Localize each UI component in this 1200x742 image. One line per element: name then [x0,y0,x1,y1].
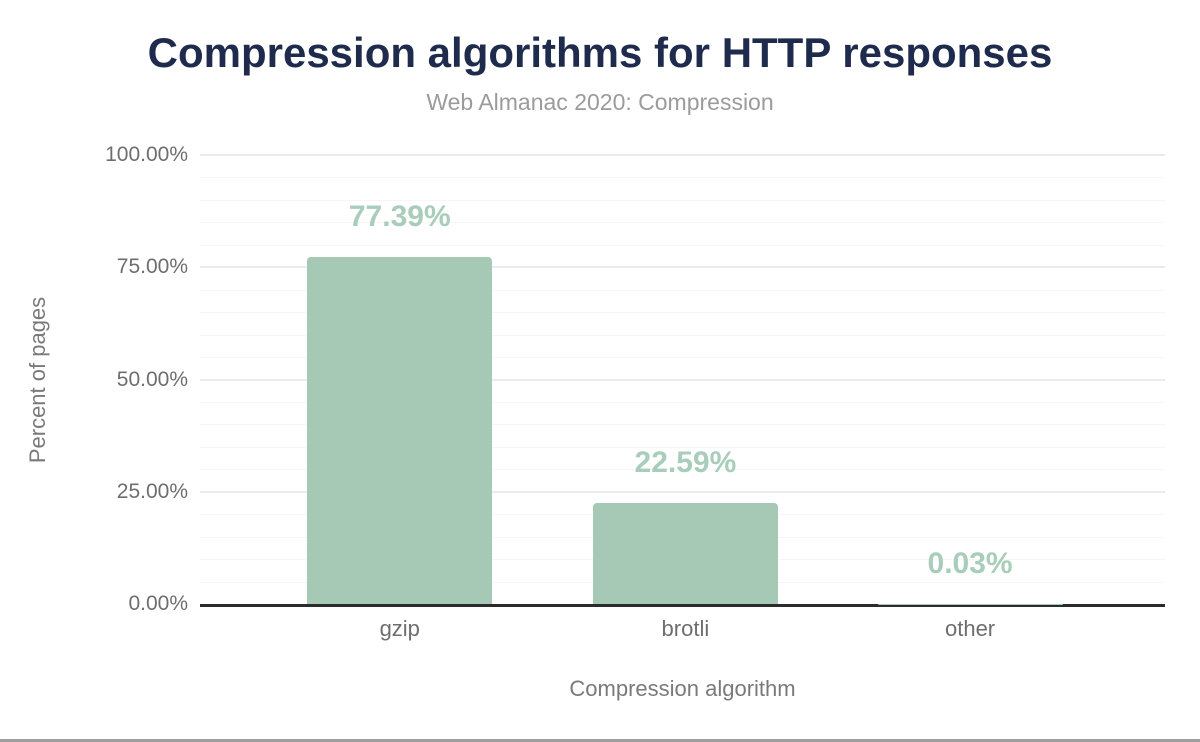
gridline-minor [200,446,1165,448]
gridline-minor [200,424,1165,426]
chart-subtitle: Web Almanac 2020: Compression [426,89,774,115]
bar-value-label: 0.03% [927,546,1013,580]
gridline-minor [200,357,1165,359]
bar-value-label: 77.39% [348,199,451,233]
y-tick-label: 75.00% [116,255,188,279]
gridline-minor [200,244,1165,246]
y-axis-title: Percent of pages [25,296,50,464]
gridline-minor [200,289,1165,291]
gridline-major [200,266,1165,269]
chart-title: Compression algorithms for HTTP response… [147,29,1053,76]
x-axis-title: Compression algorithm [569,676,796,701]
y-tick-label: 0.00% [128,592,188,615]
x-tick-label-brotli: brotli [661,616,710,641]
plot-area: 77.39% 22.59% 0.03% [200,154,1165,607]
gridline-minor [200,177,1165,179]
bar-value-label: 22.59% [634,445,737,479]
x-tick-label-gzip: gzip [379,616,420,641]
gridline-major [200,154,1165,156]
gridline-minor [200,199,1165,201]
gridline-minor [200,222,1165,224]
gridline-minor [200,401,1165,403]
y-tick-label: 50.00% [116,367,188,391]
bar-gzip[interactable] [307,256,493,604]
gridline-minor [200,334,1165,336]
gridline-major [200,378,1165,381]
y-tick-label: 100.00% [105,143,188,166]
gridline-minor [200,312,1165,314]
bar-brotli[interactable] [592,502,778,604]
gridline-minor [200,469,1165,471]
x-tick-label-other: other [944,616,996,641]
y-tick-label: 25.00% [116,479,188,503]
gridline-major [200,490,1165,493]
